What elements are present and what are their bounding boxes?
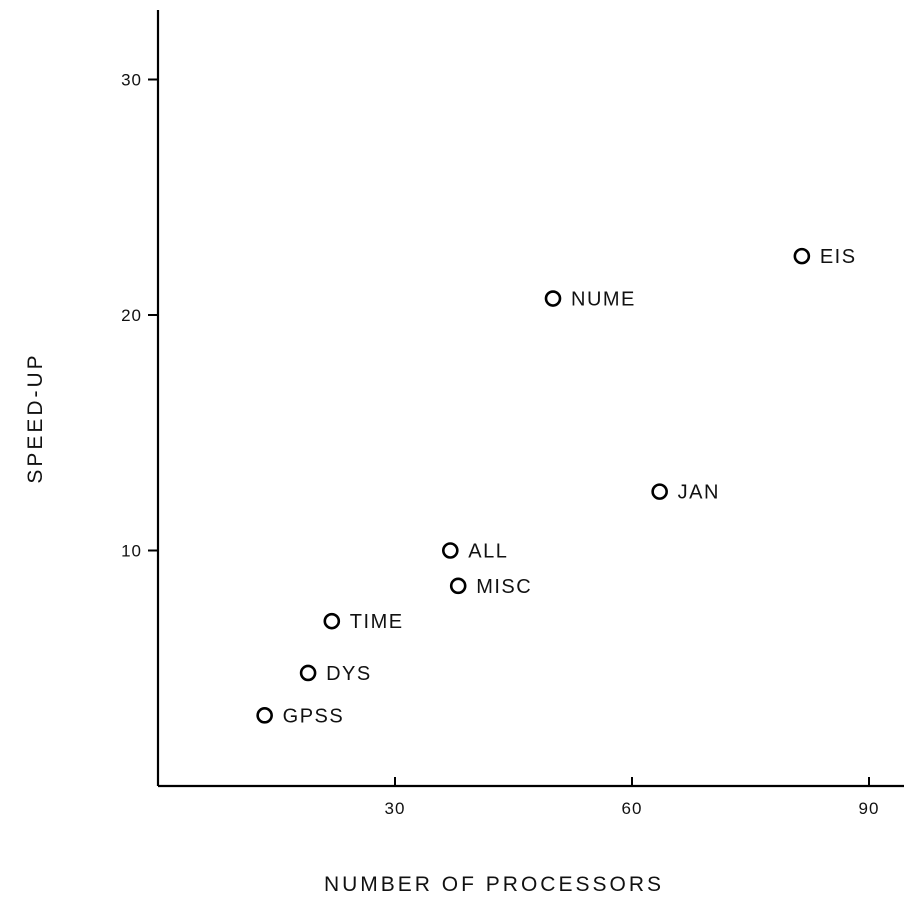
y-tick-label: 30 [121,71,142,90]
data-point-label: GPSS [283,705,345,727]
data-point-marker [323,612,341,630]
x-tick-label: 30 [385,799,406,818]
data-point-label: MISC [476,576,532,598]
data-point-marker [651,483,668,500]
x-tick-label: 90 [859,799,880,818]
axis-titles: NUMBER OF PROCESSORS SPEED-UP [24,352,664,896]
data-point-marker [449,577,467,595]
axis-ticks: 30 60 90 10 20 30 [121,71,880,819]
data-point-label: ALL [468,541,508,563]
data-point-marker [256,707,273,724]
x-axis-title: NUMBER OF PROCESSORS [324,873,664,896]
y-axis-title: SPEED-UP [24,352,47,483]
data-point-label: JAN [678,482,720,504]
data-points: GPSS DYS TIME ALL MISC NUME JAN EIS [256,246,857,727]
data-point-marker [793,247,811,265]
data-point-label: EIS [820,246,857,268]
data-point-marker [299,664,317,682]
x-tick-label: 60 [622,799,643,818]
chart-axes [156,10,904,788]
data-point-label: DYS [326,663,372,685]
data-point-marker [544,290,562,307]
y-tick-label: 10 [121,542,142,561]
data-point-marker [441,542,459,559]
data-point-label: NUME [571,289,636,311]
y-tick-label: 20 [121,306,142,325]
data-point-label: TIME [350,611,404,633]
